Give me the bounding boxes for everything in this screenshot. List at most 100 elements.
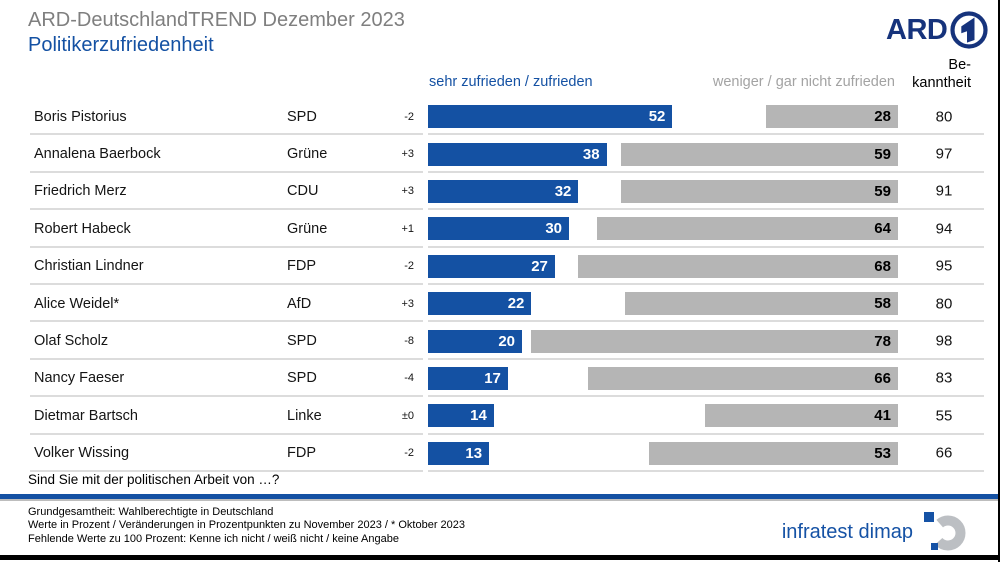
infratest-dimap-logo: infratest dimap bbox=[782, 510, 967, 554]
table-row: Boris Pistorius SPD -2 52 28 80 bbox=[0, 98, 1000, 136]
party-label: Linke bbox=[287, 407, 322, 424]
party-label: SPD bbox=[287, 108, 317, 125]
politician-name: Volker Wissing bbox=[34, 445, 130, 462]
party-label: AfD bbox=[287, 295, 312, 312]
row-separator bbox=[30, 245, 423, 248]
politician-name: Nancy Faeser bbox=[34, 370, 125, 387]
awareness-label-line2: kanntheit bbox=[912, 75, 971, 91]
satisfied-bar: 27 bbox=[428, 254, 555, 278]
dissatisfied-value: 53 bbox=[874, 444, 891, 462]
change-value: -8 bbox=[404, 335, 414, 348]
awareness-value: 80 bbox=[935, 295, 953, 313]
dissatisfied-value: 78 bbox=[874, 332, 891, 350]
awareness-label-line1: Be- bbox=[948, 57, 971, 73]
dissatisfied-value: 41 bbox=[874, 407, 891, 425]
politician-name: Alice Weidel* bbox=[34, 295, 120, 312]
infratest-dimap-text: infratest dimap bbox=[781, 520, 913, 543]
satisfied-bar: 30 bbox=[428, 217, 569, 241]
dissatisfied-value: 64 bbox=[874, 220, 891, 238]
row-separator bbox=[30, 133, 423, 136]
dissatisfied-bar: 64 bbox=[597, 217, 898, 241]
footnotes: Grundgesamtheit: Wahlberechtigte in Deut… bbox=[28, 506, 465, 546]
row-separator bbox=[428, 432, 984, 435]
party-label: SPD bbox=[287, 370, 317, 387]
politician-name: Dietmar Bartsch bbox=[34, 407, 138, 424]
row-separator bbox=[428, 208, 984, 211]
row-separator bbox=[30, 395, 423, 398]
satisfied-value: 22 bbox=[507, 295, 525, 313]
survey-question: Sind Sie mit der politischen Arbeit von … bbox=[28, 472, 280, 487]
politician-name: Robert Habeck bbox=[34, 220, 131, 237]
awareness-value: 80 bbox=[935, 108, 953, 126]
infratest-dimap-icon bbox=[924, 512, 966, 551]
dissatisfied-value: 59 bbox=[874, 182, 891, 200]
satisfied-value: 13 bbox=[465, 444, 483, 462]
satisfied-bar: 38 bbox=[428, 142, 607, 166]
change-value: -2 bbox=[404, 447, 414, 460]
table-row: Olaf Scholz SPD -8 20 78 98 bbox=[0, 322, 1000, 360]
politician-name: Christian Lindner bbox=[34, 258, 144, 275]
satisfied-bar: 17 bbox=[428, 366, 508, 390]
satisfied-bar: 14 bbox=[428, 404, 494, 428]
dissatisfied-value: 28 bbox=[874, 108, 891, 126]
party-label: CDU bbox=[287, 183, 319, 200]
ard-das-erste-icon bbox=[950, 11, 988, 49]
dissatisfied-bar: 59 bbox=[620, 179, 898, 203]
awareness-value: 83 bbox=[935, 369, 953, 387]
row-separator bbox=[428, 395, 984, 398]
table-row: Annalena Baerbock Grüne +3 38 59 97 bbox=[0, 135, 1000, 173]
satisfied-bar: 20 bbox=[428, 329, 522, 353]
row-separator bbox=[30, 320, 423, 323]
politician-rating-rows: Boris Pistorius SPD -2 52 28 80 Annalena Baerb… bbox=[0, 98, 1000, 472]
page-title: Politikerzufriedenheit bbox=[28, 34, 214, 56]
change-value: -2 bbox=[404, 260, 414, 273]
dissatisfied-bar: 41 bbox=[705, 404, 898, 428]
footnote-line: Grundgesamtheit: Wahlberechtigte in Deut… bbox=[28, 506, 274, 518]
column-header-satisfied: sehr zufrieden / zufrieden bbox=[429, 74, 593, 90]
satisfied-value: 32 bbox=[554, 182, 572, 200]
table-row: Volker Wissing FDP -2 13 53 66 bbox=[0, 435, 1000, 472]
satisfied-value: 38 bbox=[582, 145, 600, 163]
row-separator bbox=[30, 282, 423, 285]
party-label: SPD bbox=[287, 333, 317, 350]
satisfied-value: 20 bbox=[498, 332, 515, 350]
dissatisfied-value: 58 bbox=[874, 295, 891, 313]
satisfied-value: 17 bbox=[484, 369, 501, 387]
satisfied-value: 52 bbox=[648, 108, 666, 126]
row-separator bbox=[428, 245, 984, 248]
row-separator bbox=[428, 469, 984, 472]
row-separator bbox=[428, 282, 984, 285]
dissatisfied-bar: 68 bbox=[578, 254, 898, 278]
table-row: Christian Lindner FDP -2 27 68 95 bbox=[0, 248, 1000, 285]
row-separator bbox=[428, 170, 984, 173]
awareness-value: 98 bbox=[935, 332, 953, 350]
dissatisfied-value: 59 bbox=[874, 145, 891, 163]
ard-logo: ARD bbox=[886, 10, 989, 50]
right-border bbox=[998, 0, 1000, 562]
politician-name: Boris Pistorius bbox=[34, 108, 127, 125]
table-row: Friedrich Merz CDU +3 32 59 91 bbox=[0, 173, 1000, 211]
row-separator bbox=[428, 133, 984, 136]
dissatisfied-bar: 28 bbox=[766, 105, 898, 129]
satisfied-bar: 22 bbox=[428, 292, 532, 316]
awareness-value: 95 bbox=[935, 257, 953, 275]
table-row: Robert Habeck Grüne +1 30 64 94 bbox=[0, 210, 1000, 248]
row-separator bbox=[30, 432, 423, 435]
awareness-value: 66 bbox=[935, 444, 953, 462]
change-value: +3 bbox=[401, 148, 414, 161]
change-value: -2 bbox=[404, 110, 414, 123]
dissatisfied-value: 66 bbox=[874, 369, 891, 387]
row-separator bbox=[30, 170, 423, 173]
satisfied-value: 30 bbox=[545, 220, 562, 238]
awareness-value: 97 bbox=[935, 145, 953, 163]
table-row: Nancy Faeser SPD -4 17 66 83 bbox=[0, 360, 1000, 398]
dissatisfied-value: 68 bbox=[874, 257, 891, 275]
party-label: FDP bbox=[287, 445, 316, 462]
row-separator bbox=[30, 208, 423, 211]
divider-rule bbox=[0, 494, 1000, 501]
dissatisfied-bar: 66 bbox=[587, 366, 898, 390]
change-value: +3 bbox=[401, 297, 414, 310]
party-label: FDP bbox=[287, 258, 316, 275]
dissatisfied-bar: 59 bbox=[620, 142, 898, 166]
